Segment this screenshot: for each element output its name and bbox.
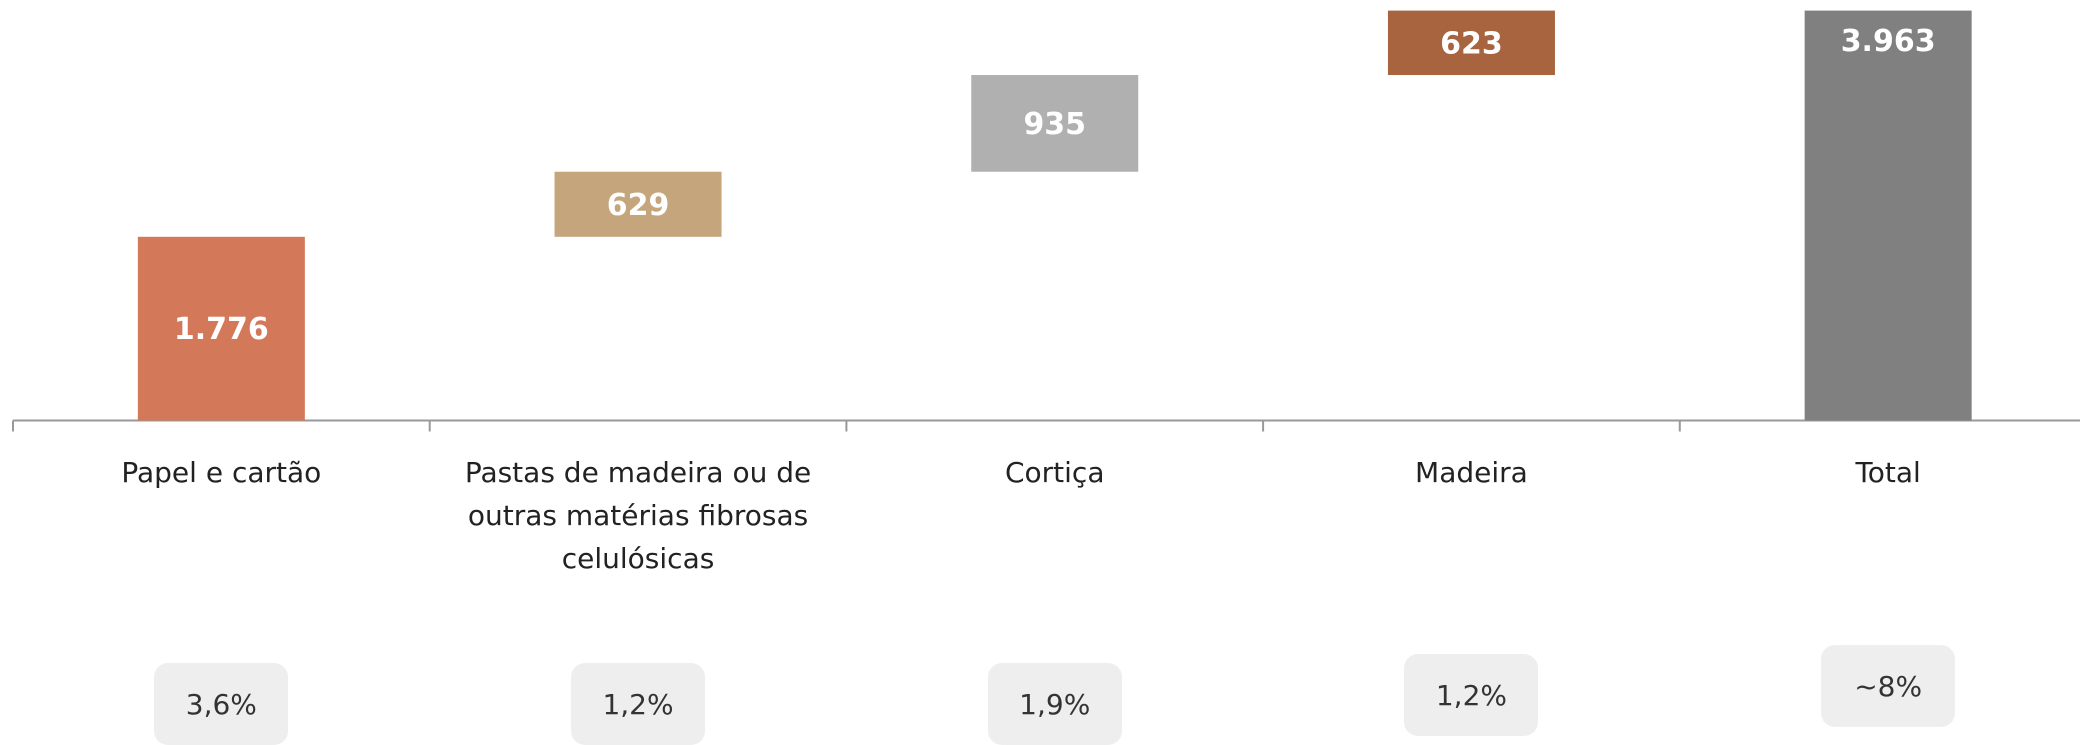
data-label: 3.963 <box>1841 24 1936 59</box>
data-label: 629 <box>607 188 670 223</box>
data-label: 935 <box>1023 107 1086 142</box>
category-label: Madeira <box>1415 456 1528 489</box>
bar <box>1387 10 1555 76</box>
category-label: Pastas de madeira ou de outras matérias … <box>464 456 812 575</box>
category-label: Papel e cartão <box>121 456 322 489</box>
share-badge: 3,6% <box>154 663 289 745</box>
share-badge: 1,2% <box>571 663 706 745</box>
data-label: 623 <box>1440 26 1503 61</box>
data-label: 1.776 <box>174 312 269 347</box>
category-label: Cortiça <box>1004 456 1105 489</box>
share-badge: 1,9% <box>987 663 1122 745</box>
category-label: Total <box>1855 456 1921 489</box>
share-badge: 1,2% <box>1404 654 1539 736</box>
bar <box>554 171 722 237</box>
bar <box>137 236 305 421</box>
bar <box>971 75 1139 172</box>
bar <box>1804 10 1972 421</box>
share-badge: ~8% <box>1821 645 1956 727</box>
